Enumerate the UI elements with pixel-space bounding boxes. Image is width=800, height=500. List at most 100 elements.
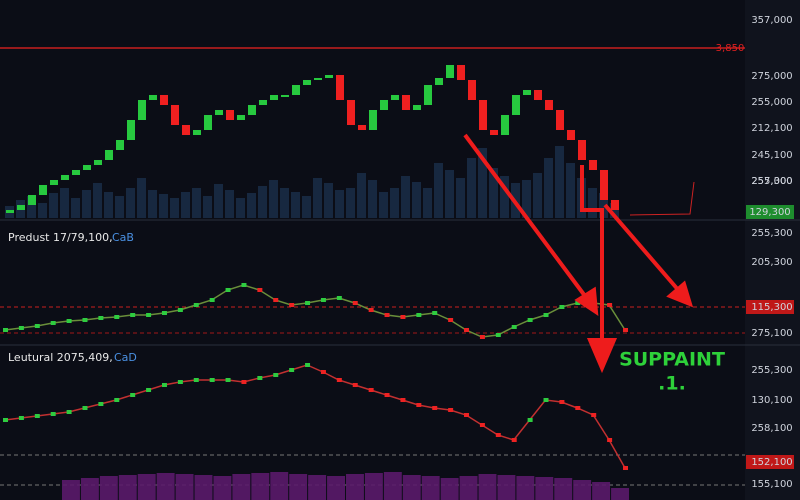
candle [468, 80, 476, 100]
indicator-point [273, 298, 279, 302]
histogram-bar [251, 473, 270, 500]
volume-bar [82, 190, 91, 218]
indicator-point [257, 376, 263, 380]
volume-bar [566, 163, 575, 218]
axis-label: 255,000 [751, 97, 792, 108]
indicator-point [607, 303, 613, 307]
indicator-point [98, 316, 104, 320]
candle [270, 95, 278, 100]
indicator-point [3, 328, 8, 332]
indicator-point [273, 373, 279, 377]
indicator-point [34, 324, 40, 328]
volume-bar [104, 192, 113, 218]
volume-bar [203, 196, 212, 218]
indicator-point [623, 328, 628, 332]
candle [72, 170, 80, 175]
candle [226, 110, 234, 120]
volume-bar [148, 190, 157, 218]
axis-label: 258,100 [751, 423, 792, 434]
indicator-point [336, 296, 342, 300]
arrows [463, 133, 694, 374]
axis-label: 155,100 [751, 479, 792, 490]
arrow-head [586, 338, 618, 374]
indicator-point [464, 328, 470, 332]
histogram-bar [478, 474, 497, 500]
indicator-point [511, 438, 517, 442]
candle [6, 210, 14, 213]
indicator-point [559, 305, 565, 309]
projection [629, 181, 695, 216]
volume-bar [445, 170, 454, 218]
candle [182, 125, 190, 135]
candle [380, 100, 388, 110]
volume-bar [181, 192, 190, 218]
candle [138, 100, 146, 120]
indicator-point [18, 326, 24, 330]
axis-label-bg [746, 300, 794, 314]
indicator-point [511, 325, 517, 329]
axis-label: 255,300 [751, 228, 792, 239]
histogram-bar [175, 474, 194, 500]
histogram-bar [194, 475, 213, 500]
arrow-head [666, 280, 694, 308]
indicator-point [479, 335, 485, 339]
volume-bar [335, 190, 344, 218]
indicator-point [225, 288, 231, 292]
axis-label: 275,100 [751, 328, 792, 339]
panel-tag: CaB [112, 231, 134, 244]
axis-label: 257,300 [751, 176, 792, 187]
indicator-point [336, 378, 342, 382]
indicator-point [432, 311, 438, 315]
axis-label-bg [746, 455, 794, 469]
candle [171, 105, 179, 125]
candle [314, 78, 322, 80]
volume-bar [93, 183, 102, 218]
axis-label: 275,000 [751, 71, 792, 82]
indicator-point [495, 333, 501, 337]
histogram-bar [592, 482, 611, 500]
candle [446, 65, 454, 78]
candle [600, 170, 608, 200]
indicator-point [82, 318, 88, 322]
panel-title: Predust 17/79,100, [8, 231, 113, 244]
last-price-bg [746, 205, 794, 219]
candle [589, 160, 597, 170]
candle [215, 110, 223, 115]
candle [281, 95, 289, 97]
candle [160, 95, 168, 105]
histogram-bar [440, 478, 459, 500]
candle [94, 160, 102, 165]
volume-bar [192, 188, 201, 218]
indicator-point [289, 368, 295, 372]
candle [391, 95, 399, 100]
volume-bar [478, 148, 487, 218]
candle [501, 115, 509, 135]
histogram-bar [611, 488, 629, 500]
volume-bar [115, 196, 124, 218]
candle [358, 125, 366, 130]
volume-bar [126, 188, 135, 218]
arrow-head [574, 286, 599, 316]
indicator-line [4, 284, 626, 338]
candle [336, 75, 344, 100]
indicator-point [543, 398, 549, 402]
last-price-label: 129,300 [749, 207, 790, 218]
histogram-bar [270, 472, 289, 500]
candle [556, 110, 564, 130]
indicator-point [527, 418, 533, 422]
volume-bar [159, 194, 168, 218]
candle [28, 195, 36, 205]
indicator-point [193, 378, 199, 382]
volume-bar [522, 180, 531, 218]
indicator-point [352, 383, 358, 387]
indicator-point [384, 313, 390, 317]
volume-bar [357, 173, 366, 218]
histogram-bar [137, 474, 156, 500]
candle [567, 130, 575, 140]
volume-bar [555, 146, 564, 218]
candle [61, 175, 69, 180]
candle [402, 95, 410, 110]
